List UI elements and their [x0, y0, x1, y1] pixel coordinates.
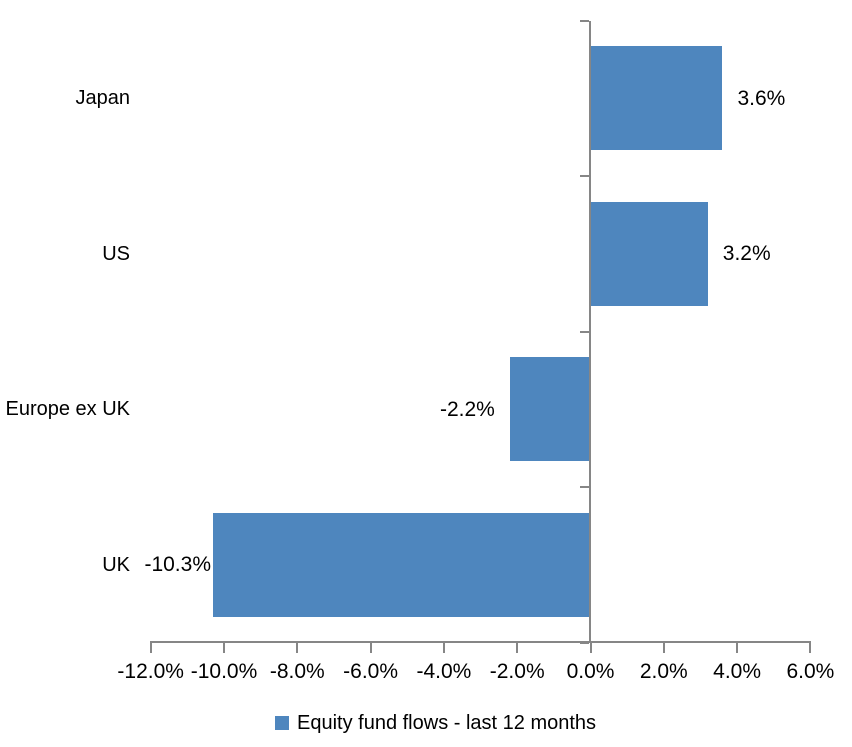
x-tick-label: -6.0% — [343, 660, 399, 683]
data-label-uk: -10.3% — [144, 553, 211, 577]
x-tick-label: 6.0% — [786, 660, 835, 683]
x-tick-label: -4.0% — [416, 660, 472, 683]
legend-label: Equity fund flows - last 12 months — [297, 712, 597, 734]
x-tick-label: 4.0% — [713, 660, 762, 683]
legend: Equity fund flows - last 12 months — [275, 710, 596, 736]
y-axis-line — [589, 20, 591, 643]
y-axis-tick — [580, 486, 589, 488]
y-axis-tick — [580, 175, 589, 177]
x-axis-tick — [516, 641, 519, 653]
x-axis-tick — [442, 641, 445, 653]
bar-uk — [213, 512, 591, 617]
data-label-us: 3.2% — [722, 242, 771, 266]
legend-swatch-icon — [275, 716, 289, 730]
x-axis-tick — [736, 641, 739, 653]
bar-japan — [590, 46, 723, 151]
y-axis-tick — [580, 641, 589, 644]
y-axis-tick — [580, 330, 589, 333]
category-label-us: US — [102, 242, 130, 265]
data-label-europe-ex-uk: -2.2% — [440, 397, 495, 421]
x-tick-label: 2.0% — [639, 660, 688, 683]
x-axis-tick — [662, 641, 665, 653]
category-label-europe-ex-uk: Europe ex UK — [5, 398, 130, 421]
x-tick-label: 0.0% — [566, 660, 615, 683]
x-axis-tick — [589, 641, 592, 653]
x-axis-tick — [223, 641, 225, 653]
bar-europe-ex-uk — [509, 357, 591, 462]
data-label-japan: 3.6% — [737, 86, 786, 110]
x-axis-tick — [809, 641, 812, 653]
x-axis-tick — [149, 641, 152, 653]
x-axis-tick — [296, 641, 299, 653]
category-label-japan: Japan — [75, 87, 131, 110]
category-label-uk: UK — [102, 553, 130, 576]
x-tick-label: -8.0% — [269, 660, 325, 683]
x-axis-tick — [369, 641, 372, 653]
x-tick-label: -10.0% — [190, 660, 258, 683]
y-axis-tick — [580, 19, 589, 22]
x-axis-line — [149, 641, 812, 643]
bar-us — [590, 201, 708, 306]
x-tick-label: -2.0% — [489, 660, 545, 683]
x-tick-label: -12.0% — [117, 660, 184, 683]
